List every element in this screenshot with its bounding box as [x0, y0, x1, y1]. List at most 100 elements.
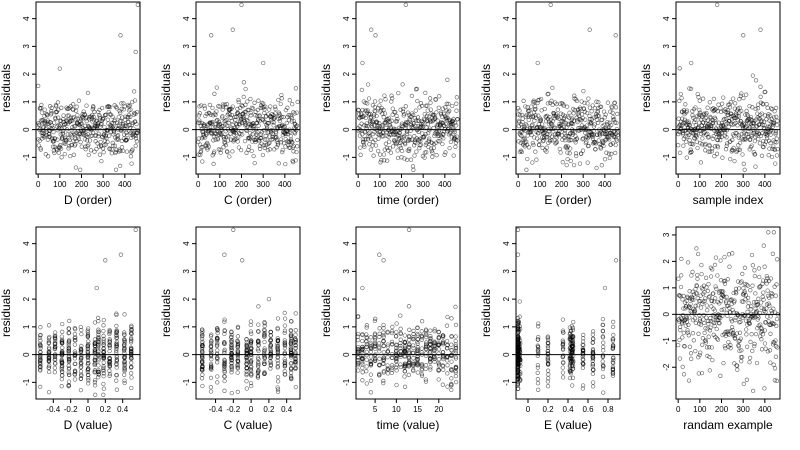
- residual-point: [698, 322, 704, 327]
- residual-point: [46, 341, 51, 346]
- residual-point: [406, 138, 411, 143]
- residual-point: [229, 364, 234, 370]
- residual-point: [244, 357, 250, 362]
- residual-point: [135, 130, 140, 135]
- residual-point: [276, 97, 281, 103]
- residual-point: [411, 343, 416, 348]
- residual-point: [445, 345, 450, 351]
- residual-point: [122, 378, 127, 383]
- residual-point: [554, 135, 559, 140]
- residual-point: [215, 341, 220, 346]
- residual-point: [771, 306, 776, 311]
- residual-point: [519, 130, 524, 135]
- residual-point: [540, 122, 545, 127]
- residual-point: [99, 121, 104, 126]
- residual-point: [678, 91, 683, 97]
- residual-point: [275, 316, 281, 321]
- y-tick-label: 1: [182, 324, 191, 329]
- residual-point: [707, 368, 712, 373]
- residual-point: [399, 121, 405, 126]
- x-tick-label: 400: [278, 180, 292, 189]
- residual-point: [101, 360, 106, 365]
- residual-point: [390, 144, 396, 149]
- residual-point: [87, 138, 93, 143]
- residual-point: [425, 103, 430, 108]
- residual-point: [436, 330, 441, 335]
- residual-point: [434, 110, 439, 115]
- residual-point: [95, 315, 101, 321]
- residual-point: [415, 356, 420, 362]
- residual-point: [736, 286, 742, 291]
- residual-point: [516, 320, 520, 326]
- x-tick-label: 300: [736, 180, 750, 189]
- y-tick-label: 4: [342, 241, 351, 246]
- residual-point: [288, 353, 294, 358]
- residual-point: [708, 274, 714, 279]
- residual-point: [579, 118, 584, 123]
- residual-point: [38, 384, 43, 390]
- residual-point: [717, 313, 723, 318]
- residual-point: [561, 124, 567, 130]
- x-axis-label: E (order): [544, 193, 591, 207]
- residual-point: [262, 323, 267, 329]
- residual-point: [568, 369, 573, 374]
- residual-point: [613, 105, 619, 110]
- x-tick-label: 0.2: [542, 405, 554, 414]
- residual-point: [372, 343, 378, 349]
- residual-point: [229, 355, 234, 360]
- residual-point: [84, 103, 89, 108]
- residual-point: [222, 252, 227, 257]
- residual-point: [415, 98, 420, 104]
- residual-point: [559, 133, 564, 138]
- residual-point: [678, 327, 683, 333]
- residual-point: [424, 332, 429, 337]
- residual-point: [732, 298, 737, 303]
- residual-point: [585, 126, 590, 131]
- residual-point: [750, 283, 755, 288]
- residual-point: [390, 355, 395, 361]
- residual-point: [275, 326, 280, 332]
- residual-point: [66, 372, 72, 377]
- residual-point: [613, 150, 618, 156]
- residual-point: [235, 348, 240, 353]
- residual-point: [704, 111, 709, 116]
- residual-point: [688, 86, 694, 92]
- residual-point: [567, 115, 572, 120]
- residual-point: [288, 319, 294, 324]
- x-tick-label: 0: [196, 180, 201, 189]
- residual-point: [579, 112, 585, 117]
- x-tick-label: 400: [758, 405, 772, 414]
- residual-point: [696, 125, 701, 130]
- residual-point: [361, 142, 367, 147]
- residual-point: [707, 149, 713, 154]
- residual-point: [244, 366, 249, 371]
- residual-point: [76, 98, 82, 103]
- residual-point: [289, 376, 294, 381]
- y-tick-label: 1: [662, 99, 671, 104]
- residual-point: [248, 130, 253, 136]
- residual-point: [685, 328, 690, 333]
- residual-point: [105, 117, 111, 122]
- residual-point: [385, 355, 390, 360]
- residual-point: [122, 340, 127, 345]
- residual-point: [235, 389, 240, 395]
- residual-point: [122, 365, 127, 370]
- residual-point: [114, 333, 119, 338]
- residual-point: [266, 121, 271, 126]
- residual-point: [736, 147, 741, 152]
- residual-point: [401, 106, 406, 112]
- residual-point: [739, 108, 744, 114]
- residual-point: [744, 327, 749, 332]
- residual-point: [45, 154, 51, 159]
- residual-point: [695, 276, 700, 282]
- residual-point: [423, 363, 429, 368]
- residual-point: [107, 342, 112, 348]
- residual-point: [365, 124, 370, 129]
- residual-point: [774, 153, 780, 158]
- points-group: [199, 227, 298, 396]
- residual-point: [132, 98, 138, 103]
- residual-point: [449, 367, 454, 373]
- residual-point: [224, 102, 229, 107]
- y-tick-label: 2: [502, 296, 511, 301]
